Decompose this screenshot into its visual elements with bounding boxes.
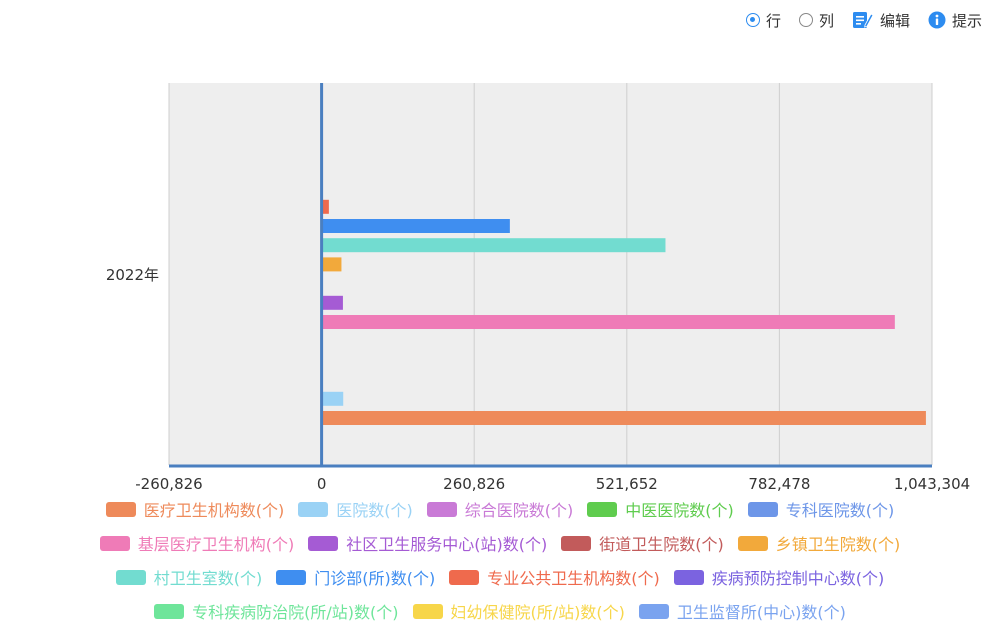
x-tick-label: -260,826	[135, 475, 202, 492]
edit-button[interactable]: 编辑	[852, 10, 910, 31]
legend-item[interactable]: 医院数(个)	[298, 497, 413, 521]
legend-item[interactable]: 村卫生室数(个)	[115, 565, 263, 589]
legend-label: 中医医院数(个)	[625, 501, 734, 520]
legend-label: 乡镇卫生院数(个)	[775, 535, 901, 554]
x-tick-label: 260,826	[443, 475, 505, 492]
row-radio-option[interactable]: 行	[745, 10, 781, 31]
bar-8	[321, 257, 342, 272]
y-category-label: 2022年	[106, 266, 159, 284]
legend-item[interactable]: 中医医院数(个)	[587, 497, 734, 521]
legend-label: 医疗卫生机构数(个)	[143, 501, 285, 520]
legend-swatch	[308, 535, 339, 551]
legend-label: 专科医院数(个)	[785, 501, 895, 520]
row-radio-icon[interactable]	[745, 13, 760, 27]
row-radio-label: 行	[765, 11, 781, 30]
legend-label: 卫生监督所(中心)数(个)	[676, 603, 846, 622]
legend-item[interactable]: 基层医疗卫生机构(个)	[99, 531, 295, 555]
legend-row: 专科疾病防治院(所/站)数(个) 妇幼保健院(所/站)数(个) 卫生监督所(中心)数…	[0, 594, 1000, 628]
x-tick-label: 782,478	[748, 475, 810, 492]
edit-icon	[852, 10, 874, 30]
plot-background	[169, 83, 932, 465]
column-radio-label: 列	[818, 11, 834, 30]
legend-row: 医疗卫生机构数(个) 医院数(个) 综合医院数(个) 中医医院数(个) 专科医院数(个)	[0, 492, 1000, 526]
legend-label: 基层医疗卫生机构(个)	[137, 535, 295, 554]
legend-label: 疾病预防控制中心数(个)	[711, 569, 885, 588]
legend-item[interactable]: 妇幼保健院(所/站)数(个)	[412, 599, 625, 623]
legend-swatch	[412, 603, 443, 619]
legend-label: 妇幼保健院(所/站)数(个)	[450, 603, 625, 622]
legend-swatch	[587, 501, 618, 517]
bar-9	[321, 238, 666, 253]
legend-item[interactable]: 专科疾病防治院(所/站)数(个)	[154, 599, 399, 623]
legend-swatch	[561, 535, 592, 551]
bar-1	[321, 391, 344, 406]
legend-row: 基层医疗卫生机构(个) 社区卫生服务中心(站)数(个) 街道卫生院数(个) 乡镇卫生院…	[0, 526, 1000, 560]
legend-item[interactable]: 专业公共卫生机构数(个)	[449, 565, 660, 589]
legend-item[interactable]: 专科医院数(个)	[747, 497, 895, 521]
info-icon	[928, 11, 946, 29]
legend-item[interactable]: 社区卫生服务中心(站)数(个)	[308, 531, 547, 555]
legend-label: 社区卫生服务中心(站)数(个)	[346, 535, 548, 554]
legend-item[interactable]: 乡镇卫生院数(个)	[737, 531, 901, 555]
tip-label: 提示	[951, 11, 982, 30]
legend-swatch	[115, 569, 146, 585]
legend-swatch	[737, 535, 768, 551]
bar-11	[321, 199, 329, 214]
legend-item[interactable]: 卫生监督所(中心)数(个)	[638, 599, 846, 623]
legend-item[interactable]: 街道卫生院数(个)	[561, 531, 724, 555]
chart-toolbar: 行 列 编辑 提示	[745, 8, 982, 32]
bar-chart: -260,826 0 260,826 521,652 782,478 1,043,304 2…	[106, 83, 970, 492]
legend-swatch	[154, 603, 185, 619]
legend-label: 医院数(个)	[336, 501, 413, 520]
chart-legend: 医疗卫生机构数(个) 医院数(个) 综合医院数(个) 中医医院数(个) 专科医院数(个)…	[0, 492, 1000, 628]
legend-item[interactable]: 疾病预防控制中心数(个)	[673, 565, 885, 589]
x-tick-label: 0	[317, 475, 327, 492]
bar-6	[321, 295, 343, 310]
legend-swatch	[426, 501, 457, 517]
legend-swatch	[673, 569, 704, 585]
column-radio-icon[interactable]	[798, 13, 813, 27]
tip-button[interactable]: 提示	[928, 10, 982, 31]
bar-0	[321, 411, 926, 425]
legend-label: 村卫生室数(个)	[153, 569, 263, 588]
legend-label: 专业公共卫生机构数(个)	[487, 569, 660, 588]
legend-swatch	[105, 501, 136, 517]
bar-5	[321, 315, 895, 329]
legend-label: 门诊部(所)数(个)	[314, 569, 436, 588]
legend-swatch	[276, 569, 307, 585]
legend-item[interactable]: 门诊部(所)数(个)	[276, 565, 435, 589]
legend-label: 专科疾病防治院(所/站)数(个)	[192, 603, 399, 622]
column-radio-option[interactable]: 列	[798, 10, 834, 31]
legend-label: 综合医院数(个)	[464, 501, 574, 520]
legend-swatch	[747, 501, 778, 517]
legend-item[interactable]: 医疗卫生机构数(个)	[105, 497, 285, 521]
legend-swatch	[638, 603, 669, 619]
x-tick-label: 1,043,304	[894, 475, 970, 492]
legend-swatch	[449, 569, 480, 585]
legend-swatch	[99, 535, 130, 551]
legend-label: 街道卫生院数(个)	[599, 535, 724, 554]
legend-item[interactable]: 综合医院数(个)	[426, 497, 574, 521]
bar-10	[321, 219, 510, 233]
legend-swatch	[298, 501, 329, 517]
legend-row: 村卫生室数(个) 门诊部(所)数(个) 专业公共卫生机构数(个) 疾病预防控制中心数(…	[0, 560, 1000, 594]
edit-label: 编辑	[879, 11, 910, 30]
x-tick-label: 521,652	[596, 475, 658, 492]
